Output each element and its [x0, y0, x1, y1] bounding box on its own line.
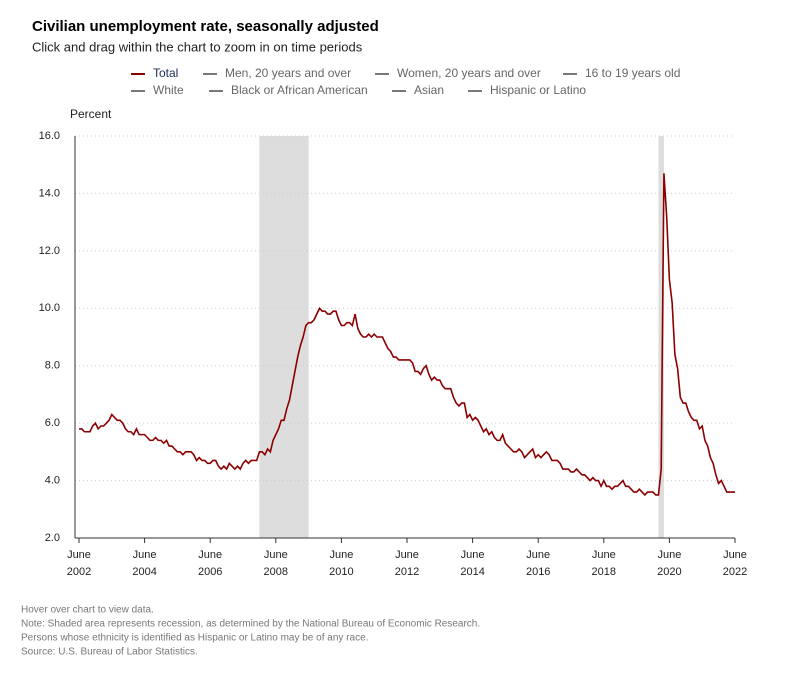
x-tick-label-line: June [723, 549, 747, 561]
legend-label[interactable]: Women, 20 years and over [397, 66, 541, 80]
legend-label[interactable]: Men, 20 years and over [225, 66, 351, 80]
y-tick-label: 16.0 [39, 130, 60, 142]
x-tick-label-line: 2022 [723, 566, 747, 578]
x-tick-label-line: June [133, 549, 157, 561]
x-tick-label: June 2006 [198, 549, 222, 578]
y-tick-label: 6.0 [45, 417, 60, 429]
x-tick-label-line: June [592, 549, 616, 561]
legend-label[interactable]: Asian [414, 83, 444, 97]
footnote: Source: U.S. Bureau of Labor Statistics. [21, 647, 198, 658]
chart-subtitle: Click and drag within the chart to zoom … [32, 39, 363, 54]
data-line [79, 173, 735, 497]
y-tick-label: 12.0 [39, 245, 60, 257]
footnote: Persons whose ethnicity is identified as… [21, 633, 368, 644]
x-tick-label-line: 2004 [132, 566, 156, 578]
x-tick-label: June 2018 [592, 549, 616, 578]
x-tick-label-line: 2008 [264, 566, 288, 578]
legend-label[interactable]: Total [153, 66, 178, 80]
x-tick-label-line: 2012 [395, 566, 419, 578]
x-tick-label: June 2016 [526, 549, 550, 578]
x-tick-label-line: June [67, 549, 91, 561]
x-tick-label-line: June [198, 549, 222, 561]
x-tick-label-line: 2016 [526, 566, 550, 578]
footnote: Hover over chart to view data. [21, 605, 154, 616]
y-tick-label: 4.0 [45, 474, 60, 486]
x-tick-label: June 2002 [67, 549, 91, 578]
legend-label[interactable]: Hispanic or Latino [490, 83, 586, 97]
x-tick-label-line: 2002 [67, 566, 91, 578]
x-tick-label-line: 2006 [198, 566, 222, 578]
y-tick-label: 14.0 [39, 187, 60, 199]
footnote: Note: Shaded area represents recession, … [21, 619, 480, 630]
y-tick-label: 8.0 [45, 360, 60, 372]
x-tick-label-line: June [657, 549, 681, 561]
x-tick-label: June 2010 [329, 549, 353, 578]
x-tick-label: June 2004 [132, 549, 156, 578]
x-tick-label-line: 2020 [657, 566, 681, 578]
x-tick-label-line: 2014 [460, 566, 484, 578]
x-tick-label: June 2008 [264, 549, 288, 578]
x-tick-label-line: June [264, 549, 288, 561]
recession-band [658, 136, 664, 538]
legend-label[interactable]: Black or African American [231, 83, 368, 97]
y-tick-label: 2.0 [45, 532, 60, 544]
x-tick-label-line: June [461, 549, 485, 561]
legend-label[interactable]: White [153, 83, 184, 97]
x-tick-label-line: 2010 [329, 566, 353, 578]
recession-band [259, 136, 309, 538]
x-tick-label: June 2012 [395, 549, 419, 578]
chart-title: Civilian unemployment rate, seasonally a… [32, 18, 379, 35]
x-tick-label-line: 2018 [592, 566, 616, 578]
x-tick-label-line: June [526, 549, 550, 561]
y-axis-label: Percent [70, 107, 112, 121]
x-tick-label: June 2020 [657, 549, 681, 578]
x-tick-label-line: June [395, 549, 419, 561]
legend-label[interactable]: 16 to 19 years old [585, 66, 680, 80]
x-tick-label: June 2022 [723, 549, 747, 578]
y-tick-label: 10.0 [39, 302, 60, 314]
x-tick-label-line: June [329, 549, 353, 561]
x-tick-label: June 2014 [460, 549, 484, 578]
